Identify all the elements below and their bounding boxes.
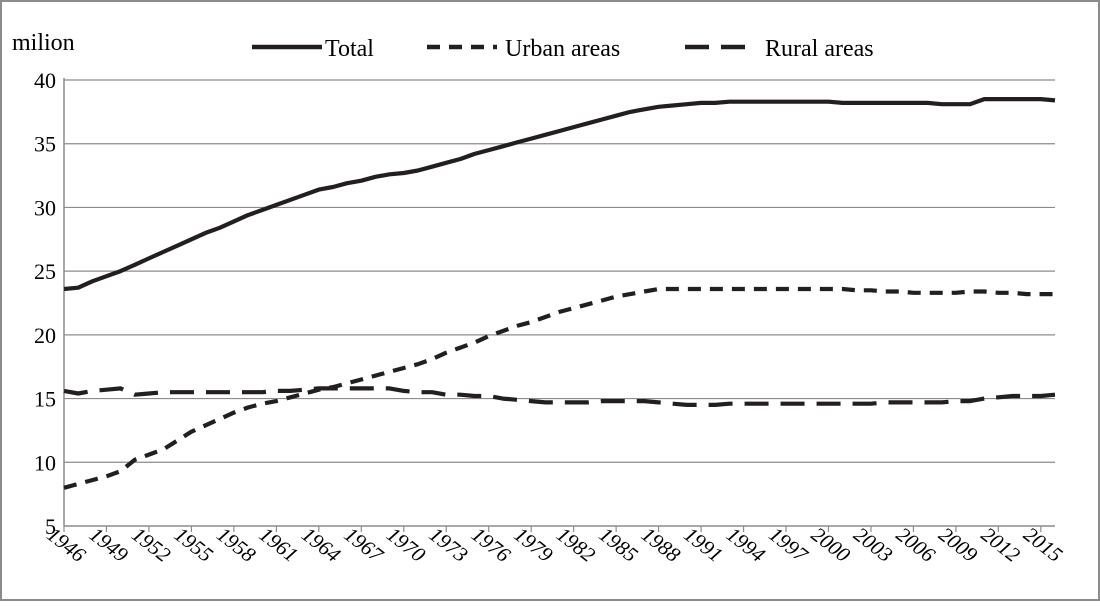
y-axis-unit-label: milion bbox=[12, 30, 75, 56]
legend-label-urban: Urban areas bbox=[505, 36, 620, 62]
y-tick-label-25: 25 bbox=[34, 259, 56, 284]
y-tick-label-5: 5 bbox=[45, 514, 56, 539]
legend: Total Urban areas Rural areas bbox=[252, 36, 874, 62]
y-tick-label-10: 10 bbox=[34, 450, 56, 475]
y-tick-label-40: 40 bbox=[34, 68, 56, 93]
legend-label-rural: Rural areas bbox=[765, 36, 874, 62]
legend-item-total: Total bbox=[252, 36, 374, 62]
y-tick-label-35: 35 bbox=[34, 132, 56, 157]
series-lines bbox=[63, 96, 1056, 490]
legend-item-rural: Rural areas bbox=[685, 36, 874, 62]
axes bbox=[63, 78, 1055, 527]
series-line-rural-areas bbox=[63, 386, 1056, 407]
legend-label-total: Total bbox=[325, 36, 374, 62]
y-tick-label-15: 15 bbox=[34, 387, 56, 412]
y-axis-ticks: 5 10 15 20 25 30 35 40 bbox=[34, 68, 56, 539]
legend-item-urban: Urban areas bbox=[427, 36, 620, 62]
gridlines bbox=[64, 79, 1055, 463]
series-line-urban-areas bbox=[63, 286, 1055, 490]
y-tick-label-20: 20 bbox=[34, 323, 56, 348]
series-line-total bbox=[63, 96, 1056, 292]
y-tick-label-30: 30 bbox=[34, 195, 56, 220]
